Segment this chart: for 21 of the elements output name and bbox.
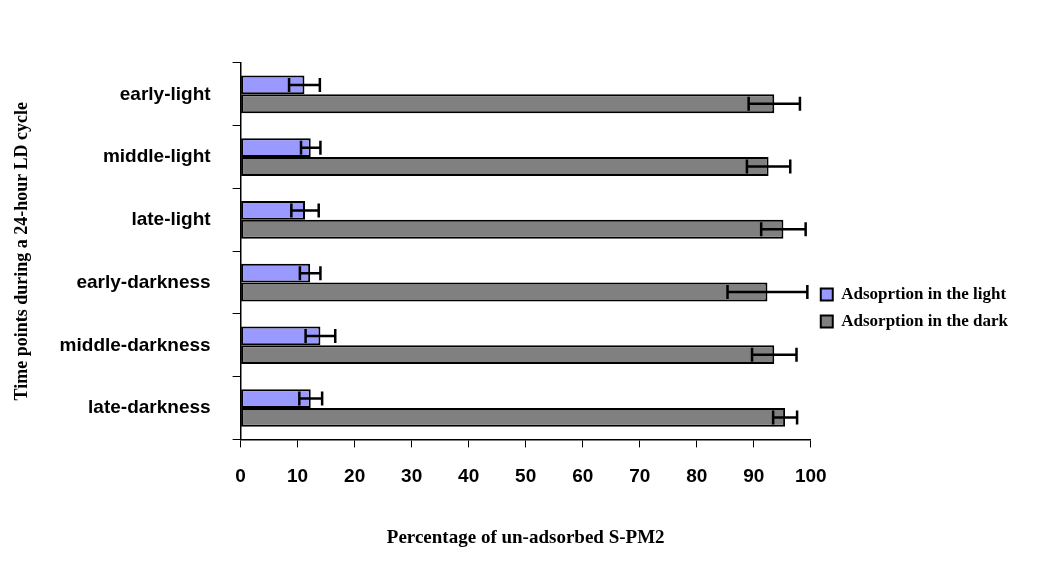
y-tick-label: early-light [119,82,212,104]
x-tick-label: 70 [629,465,651,487]
x-tick-label: 60 [572,465,594,487]
legend-label: Adsorption in the dark [841,310,1009,330]
x-tick-label: 20 [344,465,366,487]
x-tick-label: 10 [287,465,309,487]
x-tick-label: 90 [743,465,765,487]
x-tick-label: 80 [686,465,708,487]
legend-label: Adsoprtion in the light [841,283,1007,303]
x-axis-title: Percentage of un-adsorbed S-PM2 [386,525,665,547]
y-tick-label: late-darkness [88,396,211,418]
x-tick-label: 40 [458,465,480,487]
x-tick-label: 100 [794,465,827,487]
y-tick-label: late-light [131,208,212,230]
y-tick-label: middle-darkness [59,333,211,355]
y-axis-title: Time points during a 24-hour LD cycle [11,102,32,401]
y-tick-label: middle-light [102,145,212,167]
x-tick-label: 50 [515,465,537,487]
x-tick-label: 0 [235,465,246,487]
x-tick-label: 30 [401,465,423,487]
y-tick-label: early-darkness [76,270,211,292]
